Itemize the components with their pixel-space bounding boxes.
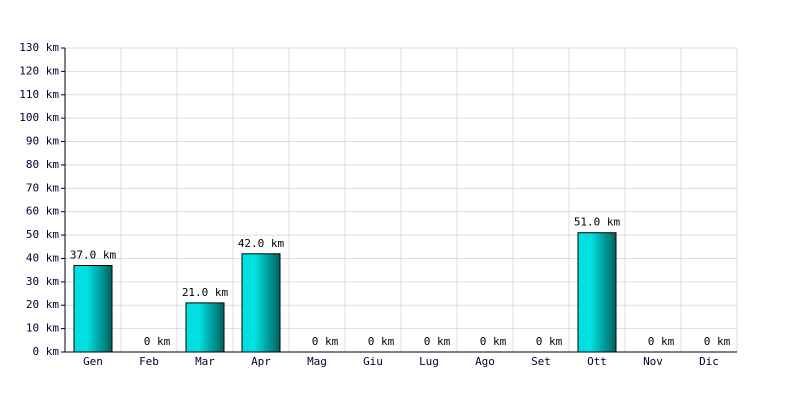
value-label: 0 km (424, 335, 451, 348)
x-tick-label: Giu (363, 355, 383, 368)
y-tick-label: 20 km (26, 298, 59, 311)
x-tick-label: Feb (139, 355, 159, 368)
x-tick-label: Gen (83, 355, 103, 368)
bar (185, 302, 225, 353)
value-label: 0 km (648, 335, 675, 348)
value-label: 0 km (368, 335, 395, 348)
x-tick-label: Apr (251, 355, 271, 368)
y-tick-label: 70 km (26, 181, 59, 194)
x-tick-label: Set (531, 355, 551, 368)
y-tick-label: 80 km (26, 158, 59, 171)
x-tick-label: Dic (699, 355, 719, 368)
y-tick-label: 130 km (19, 41, 59, 54)
value-label: 0 km (480, 335, 507, 348)
y-tick-label: 40 km (26, 251, 59, 264)
x-tick-label: Mar (195, 355, 215, 368)
y-tick-label: 50 km (26, 228, 59, 241)
y-tick-label: 120 km (19, 64, 59, 77)
y-tick-label: 10 km (26, 322, 59, 335)
value-label: 0 km (312, 335, 339, 348)
x-tick-label: Lug (419, 355, 439, 368)
value-label: 51.0 km (574, 216, 621, 229)
value-label: 21.0 km (182, 286, 229, 299)
value-label: 42.0 km (238, 237, 285, 250)
value-label: 37.0 km (70, 248, 117, 261)
x-tick-label: Nov (643, 355, 663, 368)
value-label: 0 km (536, 335, 563, 348)
y-tick-label: 30 km (26, 275, 59, 288)
value-label: 0 km (704, 335, 731, 348)
y-tick-label: 100 km (19, 111, 59, 124)
bar (241, 253, 281, 353)
value-label: 0 km (144, 335, 171, 348)
x-tick-label: Mag (307, 355, 327, 368)
bar (577, 232, 617, 353)
y-tick-label: 90 km (26, 135, 59, 148)
y-tick-label: 110 km (19, 88, 59, 101)
y-tick-label: 60 km (26, 205, 59, 218)
x-tick-label: Ago (475, 355, 495, 368)
x-tick-label: Ott (587, 355, 607, 368)
y-tick-label: 0 km (33, 345, 60, 358)
bar (73, 264, 113, 353)
